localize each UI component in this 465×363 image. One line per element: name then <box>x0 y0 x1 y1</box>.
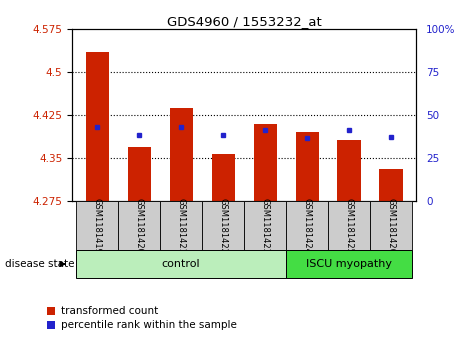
Text: disease state: disease state <box>5 259 74 269</box>
Text: GSM1181419: GSM1181419 <box>93 198 102 254</box>
Bar <box>296 132 319 201</box>
Title: GDS4960 / 1553232_at: GDS4960 / 1553232_at <box>167 15 321 28</box>
Text: ISCU myopathy: ISCU myopathy <box>306 259 392 269</box>
Bar <box>160 201 202 250</box>
Bar <box>170 109 193 201</box>
Legend: transformed count, percentile rank within the sample: transformed count, percentile rank withi… <box>47 306 237 330</box>
Bar <box>286 201 328 250</box>
Bar <box>286 250 412 278</box>
Bar <box>76 250 286 278</box>
Bar <box>244 201 286 250</box>
Text: GSM1181423: GSM1181423 <box>260 198 270 254</box>
Text: GSM1181425: GSM1181425 <box>345 198 353 254</box>
Bar <box>202 201 244 250</box>
Bar <box>379 169 403 201</box>
Bar <box>253 124 277 201</box>
Text: control: control <box>162 259 200 269</box>
Bar <box>212 154 235 201</box>
Text: GSM1181422: GSM1181422 <box>219 198 228 254</box>
Bar <box>338 140 360 201</box>
Bar <box>128 147 151 201</box>
Bar <box>76 201 118 250</box>
Bar <box>328 201 370 250</box>
Bar <box>86 52 109 201</box>
Bar <box>118 201 160 250</box>
Text: GSM1181421: GSM1181421 <box>177 198 186 254</box>
Text: GSM1181420: GSM1181420 <box>135 198 144 254</box>
Text: GSM1181426: GSM1181426 <box>386 198 396 254</box>
Bar <box>370 201 412 250</box>
Text: GSM1181424: GSM1181424 <box>303 198 312 254</box>
